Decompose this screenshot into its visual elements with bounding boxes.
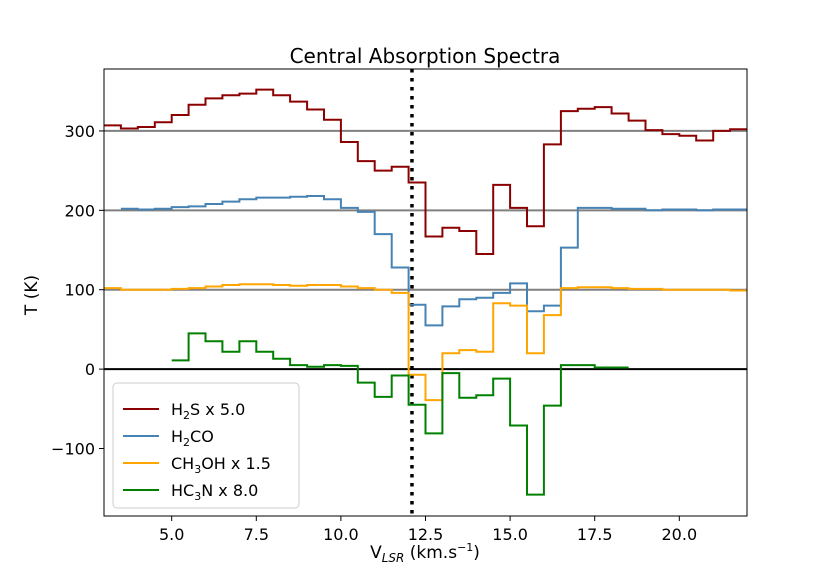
axes: 5.0 7.5 10.0 12.5 15.0 17.5 20.0 −100 0 100 200 300 (51, 68, 748, 544)
legend-entry-label: CH3OH x 1.5 (171, 454, 271, 476)
series-line-2 (104, 283, 747, 402)
series-line-3 (171, 332, 629, 496)
series-line-0 (104, 88, 747, 255)
series-line-1 (120, 195, 747, 327)
legend: H2S x 5.0 H2CO CH3OH x 1.5 HC3N x 8.0 (112, 382, 300, 509)
x-tick-label: 10.0 (323, 525, 359, 544)
plot-area (104, 69, 747, 516)
x-tick-label: 7.5 (244, 525, 269, 544)
x-tick-label: 5.0 (159, 525, 184, 544)
y-tick-label: 200 (64, 201, 95, 220)
chart-title: Central Absorption Spectra (290, 44, 561, 68)
x-tick-label: 15.0 (492, 525, 528, 544)
legend-entry-label: HC3N x 8.0 (171, 481, 258, 503)
y-tick-label: 300 (64, 122, 95, 141)
y-axis-label: T (K) (22, 275, 42, 316)
x-tick-label: 12.5 (408, 525, 444, 544)
legend-box (112, 382, 300, 509)
x-axis-label: VLSR (km.s−1) (370, 541, 480, 565)
legend-entry-label: H2S x 5.0 (171, 400, 245, 422)
x-tick-label: 20.0 (662, 525, 698, 544)
x-tick-label: 17.5 (577, 525, 613, 544)
legend-entry-label: H2CO (171, 427, 214, 449)
y-tick-label: 0 (85, 360, 95, 379)
y-tick-label: −100 (51, 440, 95, 459)
y-tick-label: 100 (64, 281, 95, 300)
